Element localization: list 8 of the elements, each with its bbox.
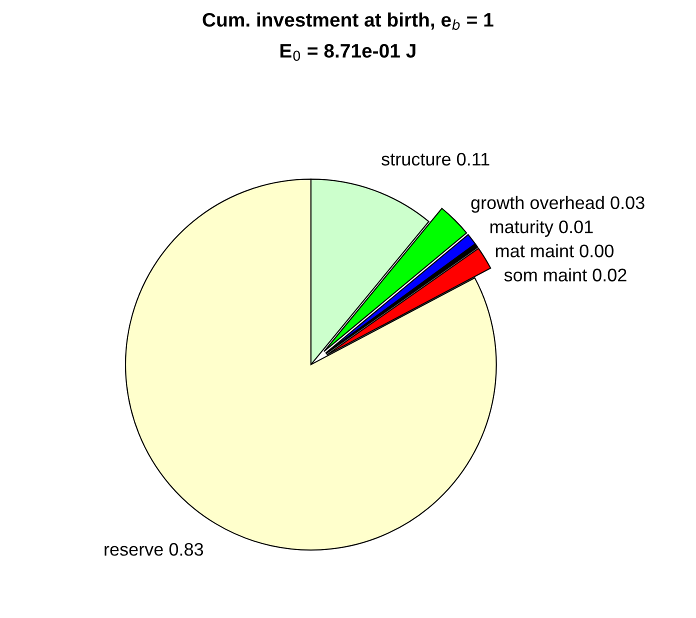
slice-label: reserve 0.83 <box>104 543 204 556</box>
slice-label: som maint 0.02 <box>504 268 626 282</box>
slice-label: maturity 0.01 <box>490 220 593 237</box>
slice-label: growth overhead 0.03 <box>471 196 644 213</box>
chart-title: Cum. investment at birth, e$_{b}$ = 1 <box>202 12 494 30</box>
slice-label: mat maint 0.00 <box>496 244 614 258</box>
chart-subtitle: E$_{0}$ = 8.71e-01 J <box>280 44 416 61</box>
slice-label: structure 0.11 <box>382 152 490 166</box>
